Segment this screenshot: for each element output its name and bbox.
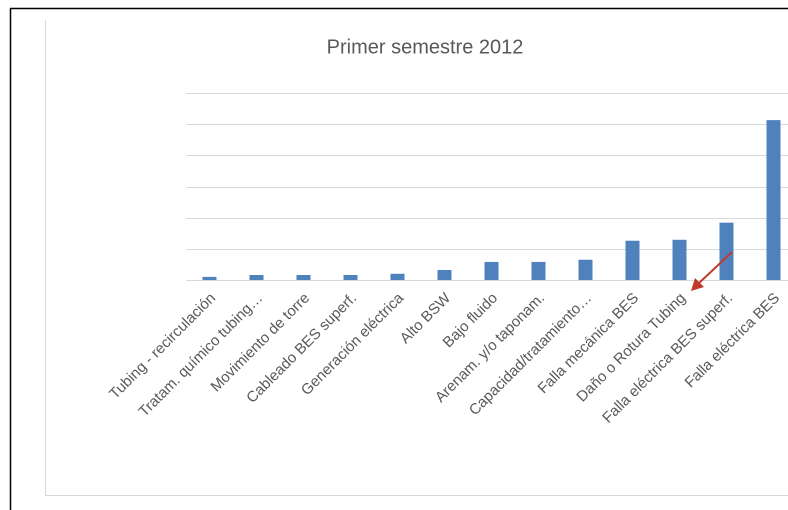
bar — [437, 270, 452, 280]
bar — [390, 273, 405, 280]
arrow-head — [691, 278, 704, 291]
chart-border — [45, 20, 788, 496]
chart-title: Primer semestre 2012 — [327, 36, 524, 58]
arrow-line — [697, 251, 733, 285]
bar — [343, 275, 358, 280]
bar — [202, 276, 217, 280]
bar — [296, 275, 311, 280]
bar — [531, 261, 546, 280]
bar — [249, 275, 264, 280]
bar — [672, 239, 687, 280]
bar — [719, 222, 734, 280]
bar — [766, 120, 781, 281]
bar — [625, 240, 640, 280]
bar — [484, 261, 499, 280]
bar — [578, 259, 593, 280]
arrow — [691, 251, 733, 291]
